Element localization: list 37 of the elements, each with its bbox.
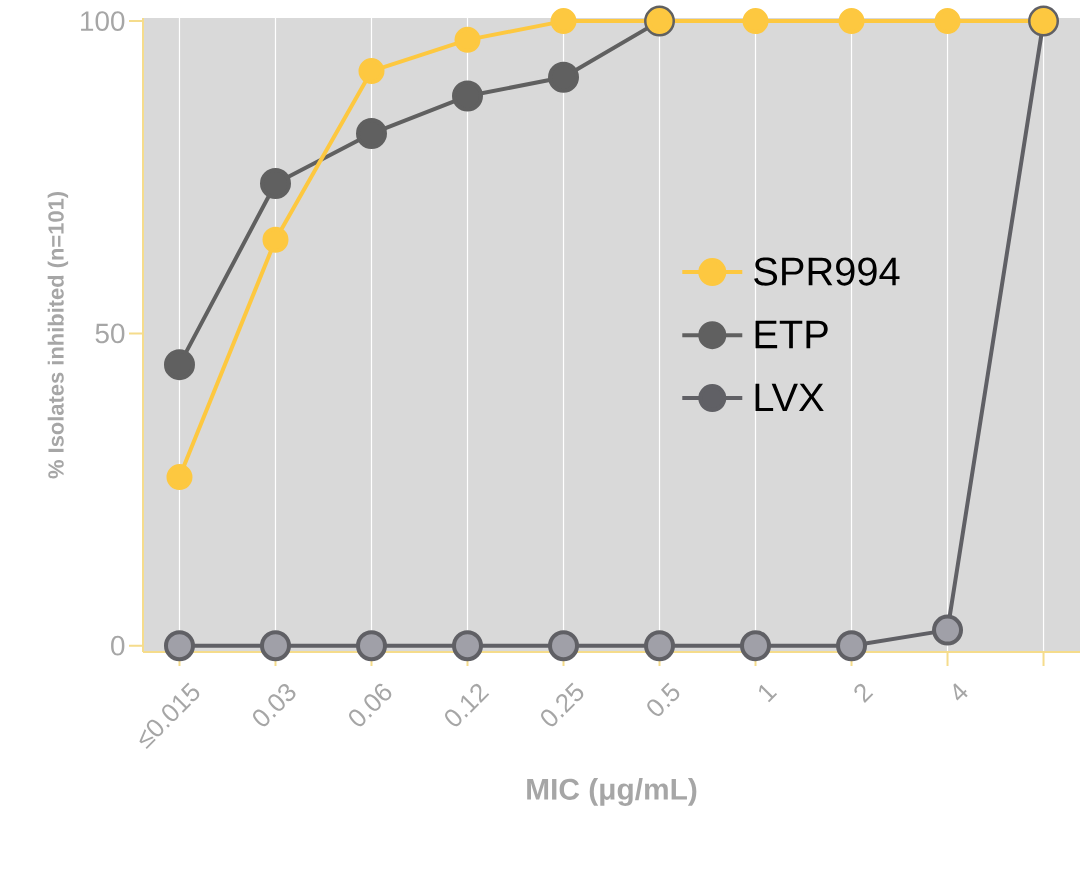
y-tick-label: 0 xyxy=(111,635,125,656)
x-axis-title: MIC (μg/mL) xyxy=(527,777,697,806)
point xyxy=(452,80,483,112)
x-tick-label: 2 xyxy=(854,683,874,703)
point xyxy=(548,630,580,662)
point xyxy=(163,630,195,662)
x-tick-label: 0.03 xyxy=(253,683,296,727)
point xyxy=(163,349,195,381)
y-axis-title: % Isolates inhibited (n=101) xyxy=(47,192,69,479)
point xyxy=(742,8,769,35)
point xyxy=(934,8,961,35)
point xyxy=(260,168,291,200)
point xyxy=(166,464,193,491)
point xyxy=(454,26,481,53)
x-tick-label: 1 xyxy=(759,684,778,703)
x-tick-label: 0.12 xyxy=(445,683,490,727)
point xyxy=(836,630,868,662)
point xyxy=(260,630,291,662)
legend-label: ETP xyxy=(755,320,828,349)
point xyxy=(932,614,964,646)
x-tick-label: 0.06 xyxy=(349,683,392,727)
x-tick-label: 4 xyxy=(953,683,968,701)
point xyxy=(262,226,289,253)
x-tick-label: 0.5 xyxy=(647,682,680,716)
point xyxy=(548,61,580,93)
point xyxy=(550,8,577,35)
legend-label: LVX xyxy=(755,383,824,412)
point xyxy=(740,630,772,662)
legend-label: SPR994 xyxy=(754,257,900,286)
point xyxy=(452,630,483,662)
point xyxy=(838,8,865,35)
point xyxy=(356,630,387,662)
point xyxy=(358,58,385,85)
y-tick-label: 100 xyxy=(81,11,125,31)
point xyxy=(356,118,387,150)
point xyxy=(644,630,676,662)
y-tick-label: 50 xyxy=(95,323,125,344)
